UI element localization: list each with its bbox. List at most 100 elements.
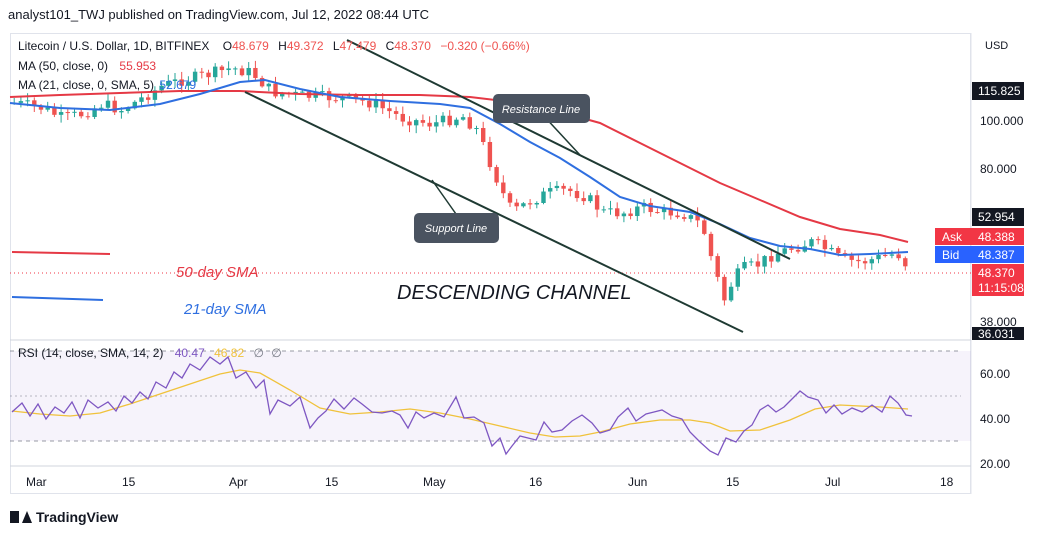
candlestick-series xyxy=(12,60,908,306)
candle-body-88 xyxy=(601,209,606,211)
candle-body-131 xyxy=(889,254,895,256)
bid-badge xyxy=(935,246,1024,263)
candle-body-36 xyxy=(253,67,258,78)
candle-body-62 xyxy=(427,122,432,127)
candle-body-34 xyxy=(239,68,245,76)
candle-body-24 xyxy=(172,79,178,82)
candle-body-68 xyxy=(467,117,472,129)
candle-body-91 xyxy=(621,213,627,217)
low-badge-label: 36.031 xyxy=(978,327,1015,341)
candle-body-28 xyxy=(199,71,204,73)
last-price-badge xyxy=(972,264,1024,296)
candle-body-84 xyxy=(574,190,580,199)
ma21-badge-label: 52.954 xyxy=(978,210,1015,224)
candle-body-17 xyxy=(125,108,131,111)
candle-body-25 xyxy=(179,79,184,86)
legend-symbol: Litecoin / U.S. Dollar, 1D, BITFINEX xyxy=(18,39,209,53)
candle-body-20 xyxy=(146,97,151,100)
candle-body-54 xyxy=(373,100,379,108)
resistance-callout-label: Resistance Line xyxy=(502,104,580,116)
candle-body-101 xyxy=(688,215,694,219)
rsi-sma-line xyxy=(11,369,909,438)
support-trendline[interactable] xyxy=(244,91,744,333)
candle-body-98 xyxy=(668,207,673,216)
candle-body-37 xyxy=(259,77,265,87)
candle-body-97 xyxy=(661,207,667,213)
legend-rsi[interactable]: RSI (14, close, SMA, 14, 2) 40.47 46.82 … xyxy=(18,346,282,360)
candle-body-70 xyxy=(481,128,486,142)
legend-symbol-line[interactable]: Litecoin / U.S. Dollar, 1D, BITFINEX O48… xyxy=(18,39,530,53)
candle-body-92 xyxy=(628,213,633,217)
legend-low-label: L xyxy=(333,39,340,53)
candle-body-18 xyxy=(132,101,137,109)
support-callout[interactable] xyxy=(414,213,499,243)
candle-body-120 xyxy=(816,239,821,241)
candle-body-80 xyxy=(548,188,553,192)
candle-body-38 xyxy=(266,83,271,87)
ma21-badge xyxy=(972,208,1024,226)
sma50-annotation: 50-day SMA xyxy=(176,264,259,281)
resistance-callout[interactable] xyxy=(493,94,590,123)
candle-body-99 xyxy=(675,215,680,218)
candle-body-11 xyxy=(85,116,91,118)
candle-body-93 xyxy=(635,206,640,217)
candle-body-113 xyxy=(769,256,774,262)
candle-body-13 xyxy=(99,107,104,109)
candle-body-35 xyxy=(246,67,251,76)
price-scale-badges: 115.825 52.954 Ask 48.388 Bid 48.387 48.… xyxy=(935,82,1024,341)
price-tick-80: 80.000 xyxy=(980,162,1017,176)
candle-body-105 xyxy=(715,256,720,277)
candle-body-95 xyxy=(648,202,653,213)
candle-body-81 xyxy=(554,185,560,189)
candle-body-104 xyxy=(708,233,714,257)
price-tick-100: 100.000 xyxy=(980,114,1024,128)
candle-body-7 xyxy=(58,112,64,115)
legend-low-value: 47.479 xyxy=(340,39,377,53)
candle-body-43 xyxy=(300,91,305,93)
candle-body-8 xyxy=(65,112,70,114)
candle-body-76 xyxy=(521,203,526,207)
time-tick-may16: 16 xyxy=(529,475,543,489)
ask-badge-label: Ask xyxy=(942,230,963,244)
candle-body-77 xyxy=(527,203,533,205)
tradingview-logo[interactable]: TradingView xyxy=(10,509,118,525)
legend-change-value: −0.320 (−0.66%) xyxy=(440,39,529,53)
candle-body-108 xyxy=(735,268,740,287)
candle-body-16 xyxy=(119,110,124,113)
legend-ma21-label: MA (21, close, 0, SMA, 5) xyxy=(18,78,154,92)
candle-body-6 xyxy=(52,107,57,115)
candle-body-46 xyxy=(320,91,325,93)
candle-body-65 xyxy=(447,115,452,126)
candle-body-121 xyxy=(822,239,828,250)
candle-body-15 xyxy=(112,100,117,113)
candle-body-130 xyxy=(883,254,888,256)
rsi-tick-60: 60.00 xyxy=(980,367,1010,381)
candle-body-59 xyxy=(407,121,412,126)
candle-body-133 xyxy=(903,258,908,267)
time-axis[interactable]: Mar 15 Apr 15 May 16 Jun 15 Jul 18 xyxy=(26,475,954,489)
rsi-line xyxy=(11,355,913,456)
legend-ma21[interactable]: MA (21, close, 0, SMA, 5) 52.679 xyxy=(18,78,196,92)
candle-body-86 xyxy=(588,195,593,202)
currency-label: USD xyxy=(985,40,1008,52)
candle-body-66 xyxy=(454,119,459,126)
legend-rsi-label: RSI (14, close, SMA, 14, 2) xyxy=(18,346,163,360)
ask-badge xyxy=(935,228,1024,245)
candle-body-51 xyxy=(353,94,359,98)
legend-open-label: O xyxy=(223,39,232,53)
candle-body-83 xyxy=(568,188,573,191)
support-callout-pointer xyxy=(431,179,457,215)
candle-body-57 xyxy=(393,111,399,114)
candle-body-127 xyxy=(862,261,868,264)
candle-body-55 xyxy=(380,100,385,109)
resistance-trendline[interactable] xyxy=(346,39,791,260)
countdown-badge-label: 11:15:08 xyxy=(978,281,1024,295)
candle-body-106 xyxy=(722,276,727,301)
legend-high-label: H xyxy=(278,39,287,53)
legend-ma50[interactable]: MA (50, close, 0) 55.953 xyxy=(18,59,156,73)
last-price-badge-label: 48.370 xyxy=(978,266,1015,280)
time-tick-mar15: 15 xyxy=(122,475,136,489)
candle-body-53 xyxy=(367,100,372,108)
candle-body-64 xyxy=(440,115,446,123)
